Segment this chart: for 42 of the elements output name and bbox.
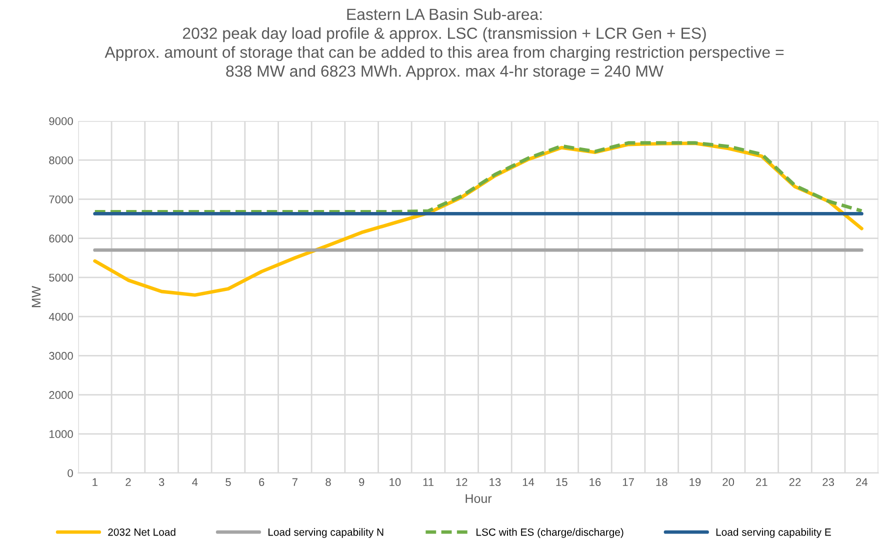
y-tick-label: 3000 bbox=[49, 352, 73, 360]
x-tick-label: 2 bbox=[126, 478, 131, 486]
x-tick-label: 11 bbox=[423, 478, 434, 486]
y-axis-title: MW bbox=[32, 286, 41, 308]
legend-label: Load serving capability N bbox=[268, 528, 384, 538]
y-tick-label: 6000 bbox=[49, 234, 73, 242]
legend-label: Load serving capability E bbox=[716, 528, 831, 538]
x-tick-label: 9 bbox=[359, 478, 364, 486]
legend-label: 2032 Net Load bbox=[108, 528, 176, 536]
x-tick-label: 22 bbox=[789, 478, 801, 486]
y-tick-label: 8000 bbox=[49, 156, 73, 164]
line-series bbox=[93, 141, 864, 214]
chart-title: Eastern LA Basin Sub-area: 2032 peak day load profile & approx. LSC (transmission + LCR Gen + ES) Approx. amount of storage that can be added to this area from charging restriction perspective = 838 MW and 6823 MWh. Approx. max 4-hr storage = 240 MW bbox=[104, 8, 784, 80]
x-tick-label: 12 bbox=[456, 478, 468, 486]
y-tick-label: 0 bbox=[68, 469, 73, 478]
y-tick-label: 4000 bbox=[48, 312, 73, 321]
y-tick-label: 5000 bbox=[49, 274, 73, 282]
x-tick-label: 15 bbox=[556, 478, 568, 486]
x-tick-label: 10 bbox=[390, 478, 401, 486]
x-tick-label: 8 bbox=[326, 478, 331, 486]
x-tick-label: 13 bbox=[490, 478, 501, 486]
x-tick-label: 17 bbox=[622, 478, 634, 486]
x-tick-label: 6 bbox=[259, 478, 264, 486]
y-tick-label: 9000 bbox=[49, 117, 73, 126]
x-tick-label: 20 bbox=[722, 478, 734, 486]
x-tick-label: 23 bbox=[822, 478, 834, 486]
x-tick-label: 24 bbox=[856, 478, 868, 486]
legend-label: LSC with ES (charge/discharge) bbox=[476, 528, 624, 538]
x-tick-label: 4 bbox=[192, 478, 198, 486]
y-tick-label: 2000 bbox=[49, 391, 73, 399]
x-axis-title: Hour bbox=[466, 494, 492, 503]
x-tick-label: 3 bbox=[158, 478, 164, 486]
y-tick-label: 1000 bbox=[50, 430, 73, 438]
x-tick-label: 19 bbox=[690, 478, 701, 486]
x-tick-label: 21 bbox=[756, 478, 768, 486]
x-tick-label: 14 bbox=[522, 478, 534, 486]
x-tick-label: 18 bbox=[656, 478, 668, 486]
x-tick-label: 16 bbox=[590, 478, 601, 486]
x-tick-label: 7 bbox=[292, 478, 298, 486]
x-tick-label: 1 bbox=[92, 478, 98, 486]
x-tick-label: 5 bbox=[226, 478, 231, 486]
y-tick-label: 7000 bbox=[49, 195, 73, 204]
